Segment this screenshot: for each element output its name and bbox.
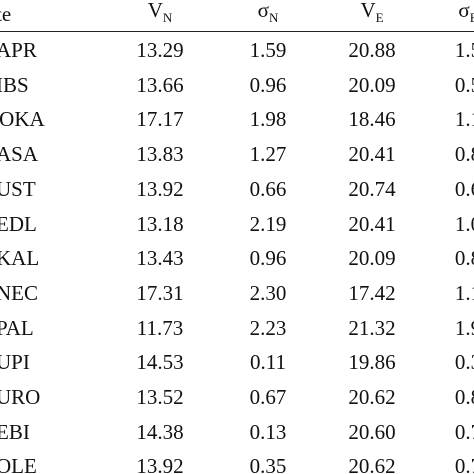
station-name: IBS [0, 72, 29, 97]
header-cell: σE [458, 0, 474, 30]
station-name: NOKA [0, 107, 45, 132]
station-name: OLE [0, 454, 37, 474]
table-cell: 20.41 [348, 142, 396, 167]
table-cell: 20.62 [348, 385, 396, 409]
table-cell: 20.60 [348, 419, 396, 444]
table-cell: 13.29 [136, 38, 184, 62]
header-cell: te [0, 2, 12, 26]
table-cell: 0.67 [249, 385, 287, 409]
table-cell: 1.5 [454, 38, 474, 62]
table-cell: 0.96 [249, 72, 287, 97]
table-cell: 20.74 [348, 176, 396, 201]
table-cell: 13.92 [136, 176, 184, 201]
station-name: EDL [0, 211, 37, 236]
table-cell: 0.13 [249, 419, 287, 444]
table-cell: 0.5 [454, 72, 474, 97]
table-cell: 0.66 [249, 176, 287, 201]
table-cell: 1.27 [249, 142, 287, 167]
header-subscript: E [469, 10, 474, 25]
table-cell: 20.88 [348, 38, 396, 62]
table-cell: 17.42 [348, 280, 396, 305]
header-cell: VE [360, 0, 383, 30]
table-cell: 1.1 [454, 280, 474, 305]
header-subscript: N [162, 10, 173, 25]
header-cell: VN [148, 0, 173, 30]
table-cell: 0.35 [249, 454, 287, 474]
table-cell: 20.62 [348, 454, 396, 474]
table-cell: 0.7 [454, 454, 474, 474]
table-cell: 11.73 [136, 315, 184, 340]
table-cell: 0.8 [454, 385, 474, 409]
table-cell: 14.53 [136, 350, 184, 375]
station-name: UST [0, 176, 36, 201]
table-cell: 17.17 [136, 107, 184, 132]
header-subscript: E [375, 10, 384, 25]
header-symbol: σ [257, 0, 269, 22]
table-cell: 13.18 [136, 211, 184, 236]
table-cell: 20.09 [348, 72, 396, 97]
table-cell: 0.6 [454, 176, 474, 201]
header-subscript: N [268, 10, 279, 25]
table-cell: 17.31 [136, 280, 184, 305]
station-name: UPI [0, 350, 30, 375]
station-name: EBI [0, 419, 30, 444]
table-cell: 20.41 [348, 211, 396, 236]
table-cell: 13.66 [136, 72, 184, 97]
table-cell: 13.43 [136, 246, 184, 271]
table-cell: 0.8 [454, 142, 474, 167]
table-cell: 0.8 [454, 246, 474, 271]
station-name: NEC [0, 280, 38, 305]
table-cell: 19.86 [348, 350, 396, 375]
table-cell: 0.7 [454, 419, 474, 444]
header-symbol: V [147, 0, 163, 22]
header-rule [0, 31, 474, 32]
table-cell: 1.59 [249, 38, 287, 62]
table-cell: 1.1 [454, 107, 474, 132]
table-cell: 1.98 [249, 107, 287, 132]
station-name: PAL [0, 315, 34, 340]
station-name: KAL [0, 246, 40, 271]
header-symbol: V [360, 0, 376, 22]
table-cell: 20.09 [348, 246, 396, 271]
station-name: ASA [0, 142, 39, 167]
table-cell: 2.23 [249, 315, 287, 340]
station-name: URO [0, 385, 41, 409]
table-cell: 2.30 [249, 280, 287, 305]
table-cell: 14.38 [136, 419, 184, 444]
table-cell: 1.0 [454, 211, 474, 236]
table-cell: 21.32 [348, 315, 396, 340]
station-name: APR [0, 38, 37, 62]
table-cell: 2.19 [249, 211, 287, 236]
table-cell: 0.11 [250, 350, 286, 375]
table-cell: 13.92 [136, 454, 184, 474]
table-cell: 0.96 [249, 246, 287, 271]
header-cell: σN [258, 0, 279, 30]
table-cell: 0.3 [454, 350, 474, 375]
table-cell: 1.9 [454, 315, 474, 340]
table-cell: 13.83 [136, 142, 184, 167]
table-cell: 18.46 [348, 107, 396, 132]
header-symbol: σ [458, 0, 470, 22]
table-cell: 13.52 [136, 385, 184, 409]
